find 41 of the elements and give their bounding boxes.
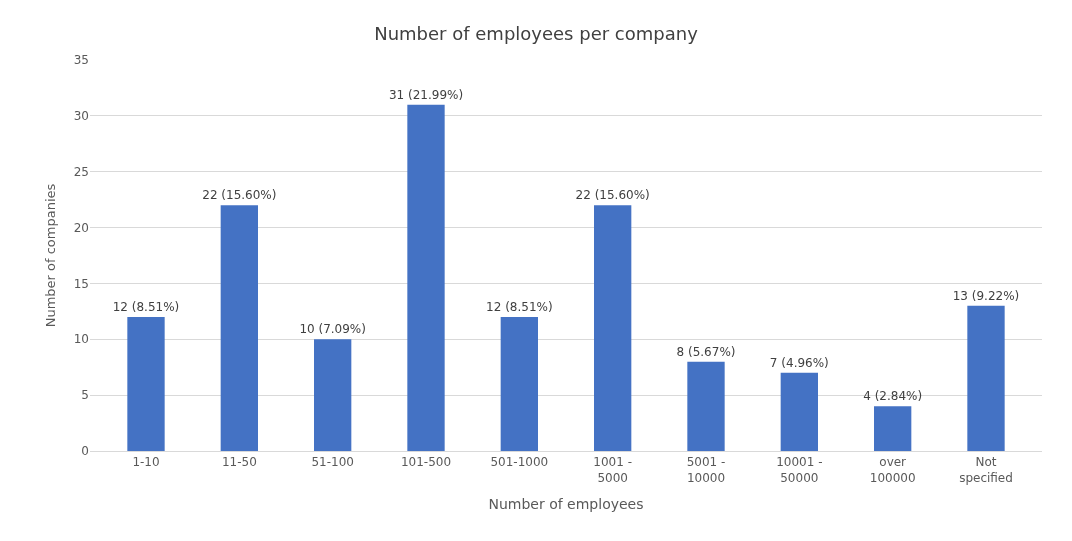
x-tick-label: 5001 - 10000 bbox=[686, 455, 726, 485]
y-tick-label: 10 bbox=[73, 332, 89, 347]
y-tick-label: 35 bbox=[73, 53, 89, 68]
bar bbox=[780, 372, 818, 451]
x-tick-label: 1001 - 5000 bbox=[593, 455, 633, 485]
data-label: 10 (7.09%) bbox=[299, 322, 366, 337]
bar bbox=[127, 316, 165, 451]
data-label: 22 (15.60%) bbox=[202, 188, 277, 203]
data-label: 13 (9.22%) bbox=[952, 288, 1020, 303]
y-axis-title: Number of companies bbox=[42, 183, 58, 328]
data-label: 31 (21.99%) bbox=[388, 87, 464, 102]
bar bbox=[220, 205, 258, 451]
y-tick-label: 5 bbox=[81, 388, 89, 403]
data-label: 22 (15.60%) bbox=[575, 188, 650, 203]
y-tick-label: 0 bbox=[81, 444, 89, 459]
x-axis-title: Number of employees bbox=[488, 496, 644, 513]
bar bbox=[967, 305, 1005, 451]
data-label: 7 (4.96%) bbox=[769, 355, 829, 370]
y-tick-label: 25 bbox=[73, 164, 89, 179]
bar bbox=[594, 205, 632, 451]
bar bbox=[874, 406, 912, 451]
x-tick-label: 1-10 bbox=[132, 455, 160, 470]
x-tick-label: over 100000 bbox=[869, 455, 916, 485]
bar bbox=[500, 316, 538, 451]
data-label: 4 (2.84%) bbox=[863, 389, 923, 404]
y-tick-label: 15 bbox=[73, 276, 89, 291]
data-label: 8 (5.67%) bbox=[676, 344, 736, 359]
x-tick-label: Not specified bbox=[959, 455, 1013, 485]
y-tick-label: 30 bbox=[73, 109, 89, 124]
x-tick-label: 10001 - 50000 bbox=[776, 455, 823, 485]
data-label: 12 (8.51%) bbox=[112, 299, 180, 314]
bar bbox=[407, 104, 445, 451]
chart-title: Number of employees per company bbox=[374, 22, 699, 44]
x-tick-label: 501-1000 bbox=[490, 455, 549, 470]
x-tick-label: 51-100 bbox=[311, 455, 354, 470]
x-tick-label: 101-500 bbox=[400, 455, 452, 470]
x-tick-label: 11-50 bbox=[221, 455, 257, 470]
y-tick-label: 20 bbox=[73, 220, 89, 235]
data-label: 12 (8.51%) bbox=[486, 299, 553, 314]
bar bbox=[687, 361, 725, 451]
bar bbox=[314, 339, 352, 451]
